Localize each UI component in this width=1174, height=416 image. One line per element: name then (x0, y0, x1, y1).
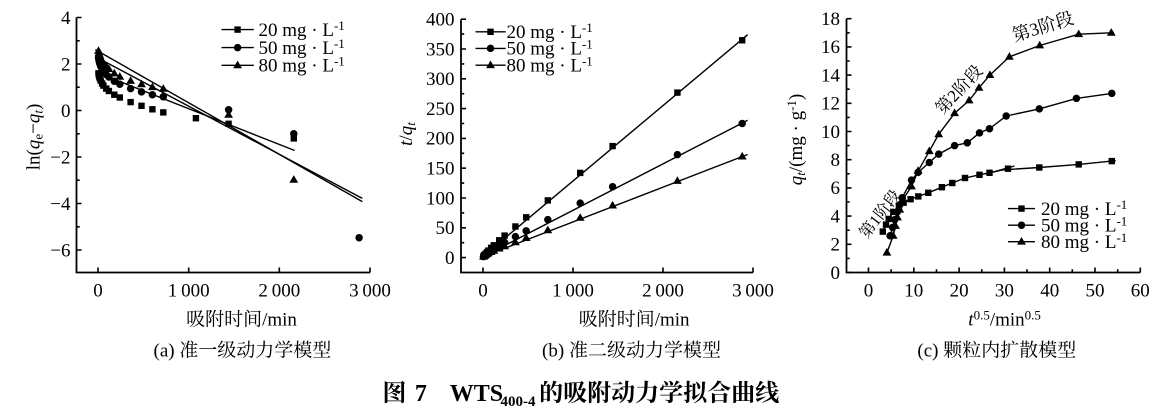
svg-text:400-4: 400-4 (501, 394, 536, 410)
svg-text:0: 0 (61, 101, 71, 122)
svg-text:/min: /min (262, 310, 297, 331)
svg-text:100: 100 (426, 188, 455, 209)
svg-text:0: 0 (478, 281, 488, 302)
svg-text:−2: −2 (50, 147, 70, 168)
svg-text:WTS: WTS (450, 381, 503, 407)
svg-text:7: 7 (415, 381, 427, 407)
svg-text:t/qt: t/qt (396, 122, 418, 146)
svg-text:0: 0 (831, 263, 841, 284)
svg-text:50 mg · L-1: 50 mg · L-1 (1041, 214, 1127, 237)
svg-text:150: 150 (426, 159, 455, 180)
svg-text:6: 6 (831, 178, 841, 199)
svg-text:4: 4 (831, 206, 841, 227)
svg-text:−6: −6 (50, 240, 70, 261)
svg-text:0: 0 (445, 248, 455, 269)
svg-text:50 mg · L-1: 50 mg · L-1 (507, 37, 593, 60)
svg-text:80 mg · L-1: 80 mg · L-1 (1041, 230, 1127, 253)
svg-text:1 000: 1 000 (168, 281, 210, 302)
svg-text:1 000: 1 000 (552, 281, 594, 302)
svg-text:(a): (a) (154, 341, 180, 362)
svg-text:ln(qe−qt): ln(qe−qt) (23, 104, 45, 171)
svg-text:qt/(mg · g-1): qt/(mg · g-1) (784, 94, 808, 186)
svg-text:12: 12 (821, 94, 840, 115)
svg-text:2 000: 2 000 (258, 281, 300, 302)
svg-text:/min: /min (655, 310, 690, 331)
svg-text:60: 60 (1131, 281, 1150, 302)
svg-text:3 000: 3 000 (732, 281, 774, 302)
svg-text:−4: −4 (50, 194, 71, 215)
svg-text:(b): (b) (542, 341, 569, 362)
svg-text:40: 40 (1040, 281, 1059, 302)
svg-text:80 mg · L-1: 80 mg · L-1 (259, 54, 345, 77)
svg-text:14: 14 (821, 65, 841, 86)
svg-text:4: 4 (61, 8, 71, 29)
svg-text:10: 10 (904, 281, 923, 302)
svg-text:50 mg · L-1: 50 mg · L-1 (259, 36, 345, 59)
svg-text:2: 2 (943, 86, 963, 105)
svg-text:20 mg · L-1: 20 mg · L-1 (1041, 197, 1127, 220)
svg-text:8: 8 (831, 150, 841, 171)
svg-text:20: 20 (950, 281, 969, 302)
svg-text:16: 16 (821, 37, 840, 58)
svg-text:t0.5/min0.5: t0.5/min0.5 (968, 308, 1041, 331)
svg-text:400: 400 (426, 10, 455, 31)
svg-text:20 mg · L-1: 20 mg · L-1 (259, 18, 345, 41)
svg-text:3 000: 3 000 (349, 281, 391, 302)
svg-text:80 mg · L-1: 80 mg · L-1 (507, 54, 593, 77)
svg-text:350: 350 (426, 39, 455, 60)
svg-text:0: 0 (864, 281, 874, 302)
svg-text:18: 18 (821, 9, 840, 30)
svg-text:2 000: 2 000 (642, 281, 684, 302)
svg-text:2: 2 (61, 54, 71, 75)
svg-text:50: 50 (436, 218, 455, 239)
svg-text:2: 2 (831, 235, 841, 256)
svg-text:10: 10 (821, 122, 840, 143)
svg-text:50: 50 (1086, 281, 1105, 302)
svg-text:200: 200 (426, 129, 455, 150)
svg-text:30: 30 (995, 281, 1014, 302)
svg-text:(c): (c) (917, 341, 943, 362)
svg-text:300: 300 (426, 69, 455, 90)
svg-text:250: 250 (426, 99, 455, 120)
svg-text:0: 0 (93, 281, 103, 302)
svg-text:20 mg · L-1: 20 mg · L-1 (507, 20, 593, 43)
